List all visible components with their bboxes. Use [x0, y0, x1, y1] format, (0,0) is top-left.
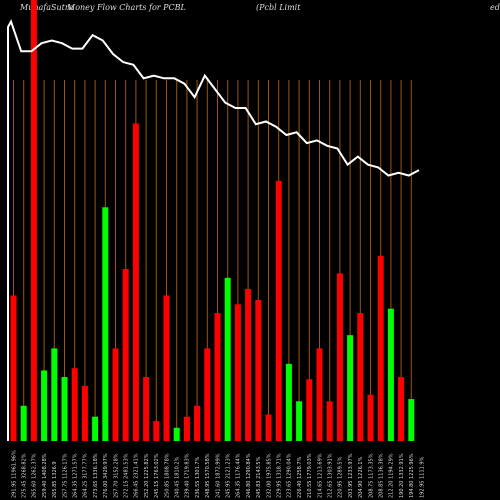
x-tick-label: 265.85 1326.9 [52, 461, 58, 498]
x-tick-label: 212.20 1194.29% [389, 453, 395, 498]
bar-up [20, 405, 27, 441]
bar-down [265, 414, 272, 441]
x-tick-label: 229.95 1318.71% [277, 453, 283, 498]
bar-up [173, 427, 180, 441]
x-tick-label: 245.95 2121.23% [226, 453, 232, 498]
bar-down [132, 123, 139, 441]
bar-up [347, 335, 354, 441]
x-tick-label: 214.65 1213.69% [317, 453, 323, 498]
x-tick-label: 192.95 1111.9% [419, 456, 425, 498]
chart-title-desc: Money Flow Charts for PCBL [67, 3, 186, 12]
x-tick-label: 194.80 1225.96% [409, 453, 415, 498]
bar-up [285, 363, 292, 441]
bar-down [10, 295, 17, 441]
bar-down [112, 348, 119, 441]
bar-up [41, 370, 48, 441]
bar-up [408, 399, 415, 441]
bar-down [183, 416, 190, 441]
x-tick-label: 250.85 1808.78% [164, 453, 170, 498]
chart-title-site: MunafaSutra [20, 3, 74, 12]
x-tick-label: 252.20 1225.82% [144, 453, 150, 498]
x-tick-label: 212.65 1303.91% [328, 453, 334, 498]
bar-up [61, 377, 68, 441]
bar-down [71, 368, 78, 441]
bar-down [122, 269, 129, 441]
bar-up [296, 401, 303, 441]
x-tick-label: 245.83 2143.5% [256, 456, 262, 498]
bar-down [326, 401, 333, 441]
bar-up [92, 416, 99, 441]
bar-down [204, 348, 211, 441]
x-tick-label: 291.95 11961.96% [11, 450, 17, 498]
x-tick-label: 208.75 1173.35% [368, 453, 374, 498]
bar-down [153, 421, 160, 441]
x-tick-label: 210.55 1779.03% [307, 453, 313, 498]
x-tick-label: 275.45 3268.82% [22, 453, 28, 498]
x-tick-label: 273.65 1336.18% [93, 453, 99, 498]
bar-down [194, 405, 201, 441]
bar-down [255, 299, 262, 441]
x-tick-label: 259.40 1408.28% [42, 453, 48, 498]
x-tick-label: 226.40 1258.7% [297, 456, 303, 498]
bar-down [398, 377, 405, 441]
bar-up [102, 207, 109, 441]
x-tick-label: 272.15 2481.53% [124, 453, 130, 498]
x-tick-label: 208.85 1136.38% [379, 453, 385, 498]
x-tick-label: 257.75 1126.17% [62, 453, 68, 498]
x-tick-label: 264.35 1271.57% [73, 453, 79, 498]
bar-down [316, 348, 323, 441]
chart-title-company: (Pcbl Limit [256, 3, 301, 12]
bar-down [306, 379, 313, 441]
x-tick-label: 241.60 1872.99% [215, 453, 221, 498]
x-tick-label: 239.40 1719.83% [185, 453, 191, 498]
bar-down [245, 288, 252, 441]
bar-down [357, 313, 364, 441]
x-tick-label: 265.60 1262.37% [32, 453, 38, 498]
bar-down [377, 255, 384, 441]
x-tick-label: 232.00 1975.85% [266, 453, 272, 498]
x-tick-label: 264.25 3177.77% [83, 453, 89, 498]
bar-up [387, 308, 394, 441]
bar-up [51, 348, 58, 441]
x-tick-label: 240.45 1810.2% [175, 456, 181, 498]
x-tick-label: 248.95 1570.58% [205, 453, 211, 498]
bar-down [163, 295, 170, 441]
bar-down [81, 385, 88, 441]
x-tick-label: 204.90 1226.1% [358, 456, 364, 498]
bar-down [214, 313, 221, 441]
bar-down [143, 377, 150, 441]
chart-title: MunafaSutra Money Flow Charts for PCBL (… [20, 3, 500, 17]
x-tick-label: 246.80 1290.84% [246, 453, 252, 498]
bar-down [234, 304, 241, 441]
x-tick-label: 257.70 3152.28% [113, 453, 119, 498]
x-tick-label: 264.35 1176.44% [236, 453, 242, 498]
bar-up [224, 277, 231, 441]
x-tick-label: 276.00 3429.97% [103, 453, 109, 498]
x-tick-labels: 291.95 11961.96% 275.45 3268.82% 265.60 12… [11, 450, 425, 498]
bar-down [336, 273, 343, 441]
x-tick-label: 245.15 1763.02% [154, 453, 160, 498]
bar-down [275, 180, 282, 441]
x-tick-label: 236.55 1301.7% [195, 456, 201, 498]
money-flow-line [7, 19, 420, 441]
bars [10, 0, 415, 441]
x-tick-label: 203.95 1233.97% [348, 453, 354, 498]
money-flow-line-layer [7, 19, 420, 441]
bar-down [30, 0, 37, 441]
chart-title-suffix: ed [490, 3, 500, 12]
x-tick-label: 220.95 1289.5% [338, 456, 344, 498]
bar-down [367, 394, 374, 441]
x-tick-label: 266.45 2321.41% [134, 453, 140, 498]
x-tick-label: 190.20 1332.91% [399, 453, 405, 498]
x-tick-label: 223.65 1290.04% [287, 453, 293, 498]
